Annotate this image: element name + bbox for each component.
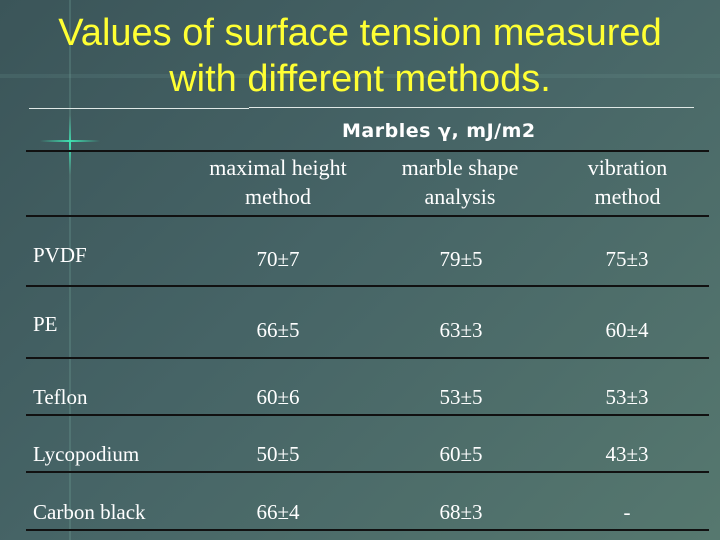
- table-cell: 68±3: [439, 500, 483, 524]
- row-label: PVDF: [33, 243, 87, 267]
- table-cell: -: [623, 500, 631, 524]
- row-label: Teflon: [33, 385, 88, 409]
- table-cell: 43±3: [605, 442, 649, 466]
- table-cell: 53±5: [439, 385, 483, 409]
- row-rule: [26, 414, 709, 416]
- row-label: PE: [33, 312, 58, 336]
- decorative-vertical-line: [69, 0, 71, 540]
- header-line: marble shape: [401, 155, 519, 180]
- table-cell: 70±7: [256, 247, 300, 271]
- table-top-rule: [26, 150, 709, 152]
- row-rule: [26, 529, 709, 531]
- header-line: method: [594, 184, 661, 209]
- table-cell: 66±5: [256, 318, 300, 342]
- sparkle-icon-vertical: [69, 115, 71, 175]
- header-line: method: [245, 184, 311, 209]
- table-cell: 63±3: [439, 318, 483, 342]
- table-cell: 60±5: [439, 442, 483, 466]
- row-label: Lycopodium: [33, 442, 140, 466]
- table-cell: 79±5: [439, 247, 483, 271]
- row-rule: [26, 471, 709, 473]
- title-underline-right: [249, 107, 694, 108]
- title-line-2: with different methods.: [169, 58, 551, 100]
- row-rule: [26, 285, 709, 287]
- row-rule: [26, 357, 709, 359]
- slide-title: Values of surface tension measured with …: [0, 10, 720, 102]
- title-underline-left: [29, 108, 249, 109]
- column-header-marble-shape: marble shape analysis: [380, 153, 540, 211]
- table-cell: 53±3: [605, 385, 649, 409]
- header-bottom-rule: [26, 215, 709, 217]
- table-cell: 75±3: [605, 247, 649, 271]
- title-line-1: Values of surface tension measured: [58, 12, 662, 54]
- header-line: analysis: [424, 184, 496, 209]
- table-cell: 50±5: [256, 442, 300, 466]
- column-header-vibration: vibration method: [560, 153, 695, 211]
- header-line: vibration: [587, 155, 668, 180]
- table-cell: 66±4: [256, 500, 300, 524]
- table-subtitle: Marbles γ, mJ/m2: [342, 120, 536, 142]
- table-cell: 60±6: [256, 385, 300, 409]
- column-header-maximal-height: maximal height method: [190, 153, 366, 211]
- header-line: maximal height: [209, 155, 347, 180]
- table-cell: 60±4: [605, 318, 649, 342]
- row-label: Carbon black: [33, 500, 146, 524]
- decorative-horizontal-band: [0, 74, 720, 78]
